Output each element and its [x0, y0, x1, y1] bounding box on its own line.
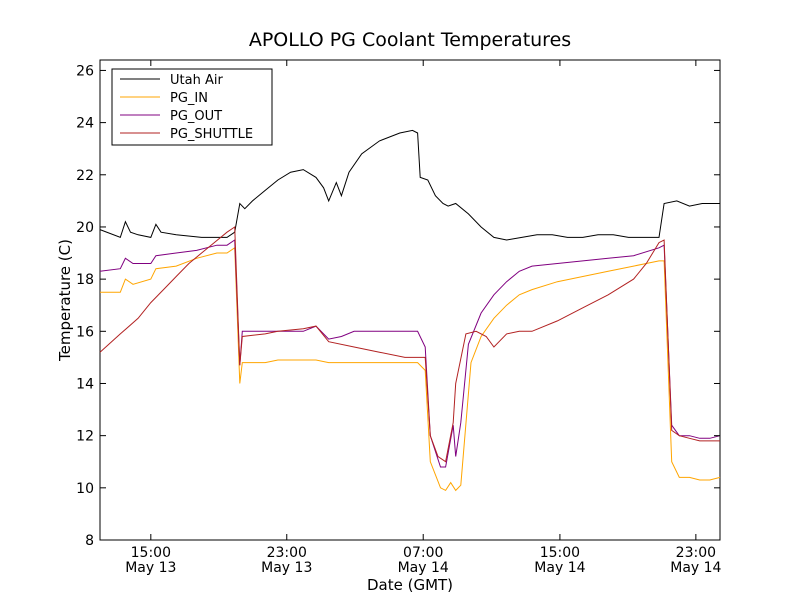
x-tick-label-time: 15:00 — [540, 545, 580, 561]
x-tick-label-time: 23:00 — [267, 545, 307, 561]
y-tick-label: 26 — [76, 63, 94, 79]
x-tick-label-time: 23:00 — [676, 545, 716, 561]
x-tick-label-date: May 14 — [670, 560, 721, 576]
x-tick-label-time: 15:00 — [131, 545, 171, 561]
y-axis-label: Temperature (C) — [56, 239, 74, 362]
y-tick-label: 18 — [76, 272, 94, 288]
legend-label-pg-shuttle: PG_SHUTTLE — [170, 127, 253, 142]
x-tick-label-date: May 13 — [261, 560, 312, 576]
series-layer — [99, 129, 721, 492]
y-tick-label: 24 — [76, 116, 94, 132]
y-tick-label: 16 — [76, 324, 94, 340]
series-line-pg-in — [100, 246, 721, 492]
legend-label-pg-in: PG_IN — [170, 91, 208, 106]
y-tick-label: 12 — [76, 429, 94, 445]
y-tick-label: 10 — [76, 481, 94, 497]
legend: Utah Air PG_IN PG_OUT PG_SHUTTLE — [111, 68, 273, 146]
y-tick-label: 8 — [85, 533, 94, 549]
y-tick-label: 22 — [76, 168, 94, 184]
x-tick-label-date: May 14 — [534, 560, 585, 576]
y-tick-label: 14 — [76, 376, 94, 392]
legend-box — [111, 68, 273, 146]
chart-title: APOLLO PG Coolant Temperatures — [249, 29, 571, 51]
series-line-utah-air — [99, 129, 720, 241]
x-tick-label-time: 07:00 — [403, 545, 443, 561]
x-axis-label: Date (GMT) — [367, 576, 453, 594]
legend-label-pg-out: PG_OUT — [170, 109, 222, 124]
y-tick-label: 20 — [76, 220, 94, 236]
legend-label-utah-air: Utah Air — [170, 73, 223, 88]
x-tick-label-date: May 13 — [125, 560, 176, 576]
x-tick-label-date: May 14 — [398, 560, 449, 576]
series-line-pg-shuttle — [99, 226, 720, 463]
